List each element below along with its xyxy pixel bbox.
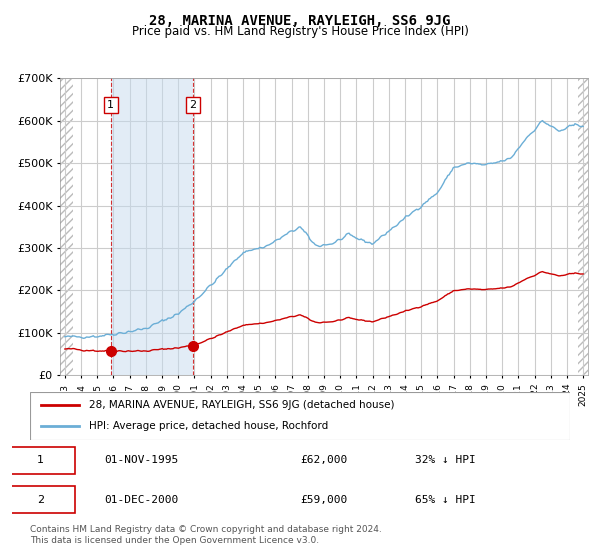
Text: 1: 1 (37, 455, 44, 465)
Text: 2: 2 (37, 494, 44, 505)
FancyBboxPatch shape (6, 486, 76, 513)
Bar (111, 78, 193, 375)
Text: 01-NOV-1995: 01-NOV-1995 (104, 455, 178, 465)
Text: £62,000: £62,000 (300, 455, 347, 465)
Text: HPI: Average price, detached house, Rochford: HPI: Average price, detached house, Roch… (89, 421, 329, 431)
Text: £59,000: £59,000 (300, 494, 347, 505)
Bar (578, 78, 588, 375)
Text: 28, MARINA AVENUE, RAYLEIGH, SS6 9JG (detached house): 28, MARINA AVENUE, RAYLEIGH, SS6 9JG (de… (89, 400, 395, 410)
Text: Contains HM Land Registry data © Crown copyright and database right 2024.
This d: Contains HM Land Registry data © Crown c… (30, 525, 382, 545)
Text: 32% ↓ HPI: 32% ↓ HPI (415, 455, 476, 465)
Bar (57, 78, 73, 375)
Text: 28, MARINA AVENUE, RAYLEIGH, SS6 9JG: 28, MARINA AVENUE, RAYLEIGH, SS6 9JG (149, 14, 451, 28)
FancyBboxPatch shape (30, 392, 570, 440)
Text: 65% ↓ HPI: 65% ↓ HPI (415, 494, 476, 505)
Text: 01-DEC-2000: 01-DEC-2000 (104, 494, 178, 505)
Text: Price paid vs. HM Land Registry's House Price Index (HPI): Price paid vs. HM Land Registry's House … (131, 25, 469, 38)
Text: 1: 1 (107, 100, 114, 110)
Text: 2: 2 (190, 100, 197, 110)
FancyBboxPatch shape (6, 447, 76, 474)
